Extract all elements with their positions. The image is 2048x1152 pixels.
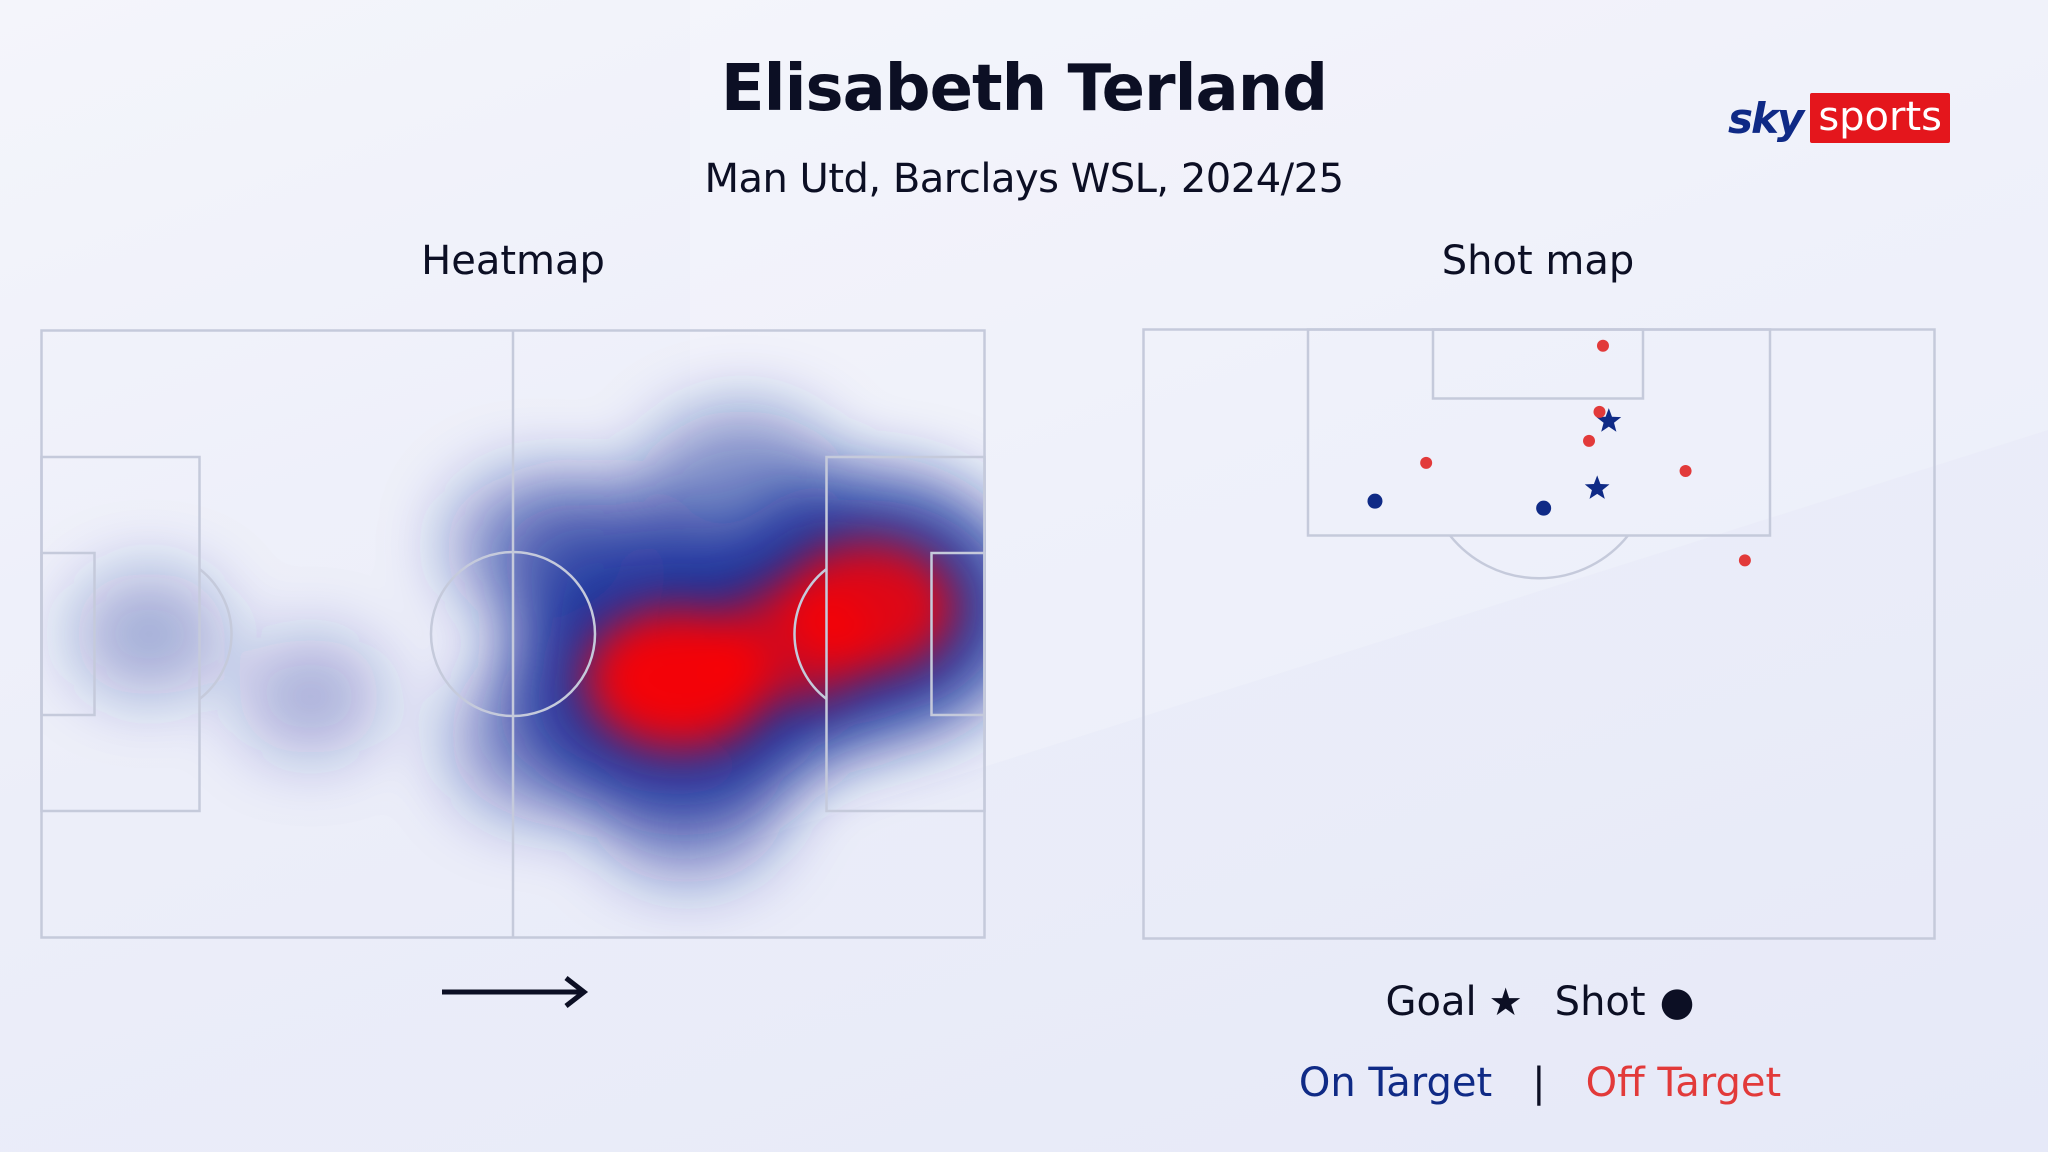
page-subtitle: Man Utd, Barclays WSL, 2024/25 [704,156,1344,202]
legend-target: On Target | Off Target [1140,1053,1940,1113]
shot-dot-4 [1593,405,1606,418]
shotmap-pitch-lines [1142,328,1936,940]
heat-spot-8 [595,726,782,881]
legend-shot-label: Shot [1554,979,1646,1025]
shotmap-pitch [1142,328,1936,940]
logo-sports-text: sports [1810,93,1950,143]
heatmap-title: Heatmap [421,238,605,284]
logo-sky-text: sky [1728,93,1804,143]
shot-dot-1 [1596,339,1609,352]
shot-dot-10 [1738,554,1751,567]
right-arrow-icon [442,976,589,1008]
legend-on-target: On Target [1298,1060,1493,1106]
legend-goal-star-icon: ★ [1488,980,1523,1024]
legend-separator: | [1532,1060,1546,1106]
legend-symbols: Goal ★ Shot ● [1140,972,1940,1032]
shot-dot-8 [1367,493,1383,509]
heat-spot-5 [643,409,841,573]
legend-goal-label: Goal [1385,979,1477,1025]
heat-spot-7 [451,664,638,819]
legend-off-target: Off Target [1585,1060,1782,1106]
heatmap-pitch [40,329,986,939]
shot-goal-2 [1596,408,1622,432]
legend-shot-dot-icon: ● [1659,979,1695,1025]
shot-dot-6 [1420,456,1433,469]
shot-dot-9 [1536,500,1552,516]
shot-dot-5 [1583,434,1596,447]
heatmap-pitch-lines [40,329,986,939]
shot-marks [1367,339,1751,567]
page-title: Elisabeth Terland [720,52,1328,126]
shotmap-title: Shot map [1441,238,1635,284]
shot-goal-3 [1584,475,1610,499]
shot-dot-7 [1679,465,1692,478]
heat-spot-10 [239,637,382,756]
sky-sports-logo: sky sports [1728,93,1950,143]
heat-spot-6 [447,472,623,618]
heat-spot-9 [73,571,225,697]
